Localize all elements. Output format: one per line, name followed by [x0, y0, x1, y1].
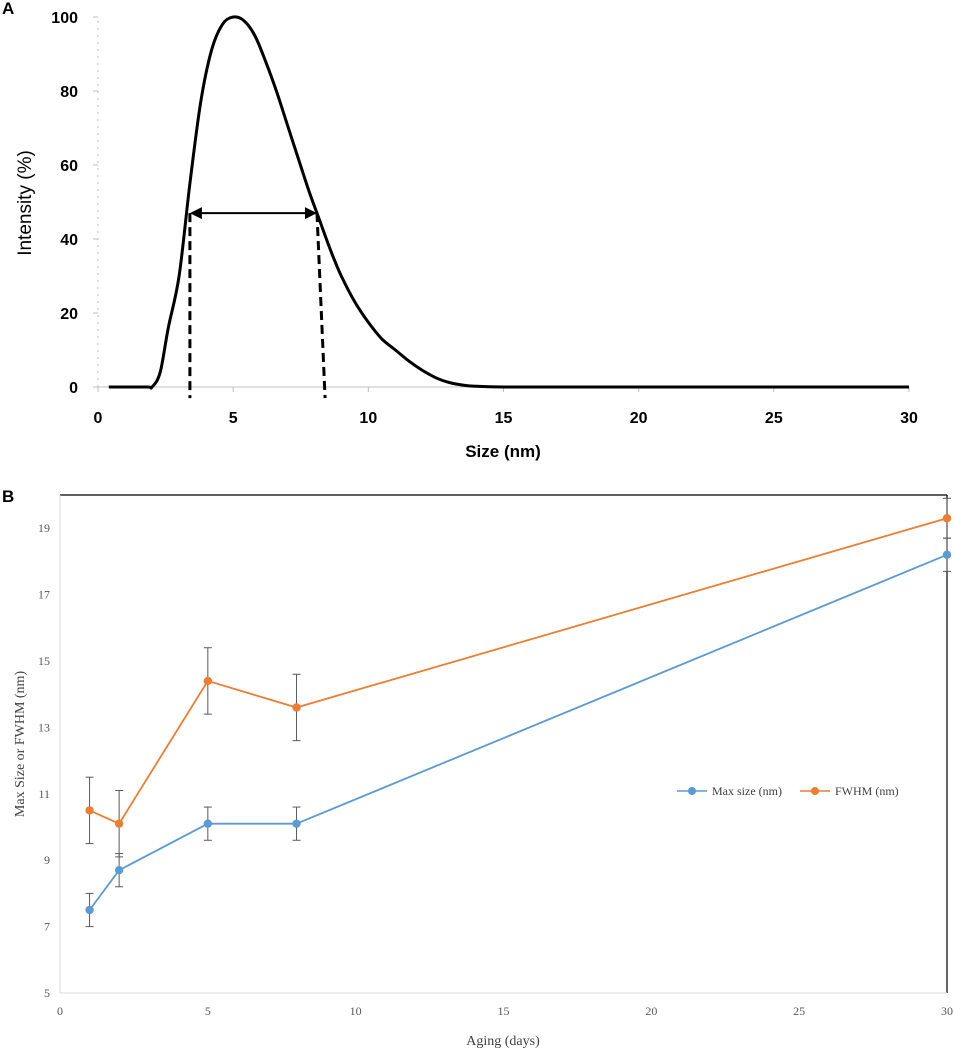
- panel-b-y-tick-label: 9: [44, 853, 50, 867]
- max-size-point: [203, 819, 213, 828]
- panel-a-label: A: [2, 0, 14, 18]
- panel-b-x-ticks: 0 5 10 15 20 25 30: [57, 1004, 953, 1018]
- fwhm-point: [942, 514, 952, 523]
- panel-a-x-tick-label: 30: [900, 410, 918, 427]
- panel-b-x-tick-label: 20: [645, 1004, 657, 1018]
- panel-a-y-tick-label: 20: [60, 306, 78, 323]
- panel-a-x-tick-label: 15: [495, 410, 513, 427]
- max-size-point: [942, 550, 952, 559]
- panel-b-y-tick-label: 7: [44, 920, 50, 934]
- panel-a-x-tick-label: 10: [359, 410, 377, 427]
- panel-b-x-tick-label: 0: [57, 1004, 63, 1018]
- panel-a-y-tick-label: 100: [51, 10, 78, 27]
- panel-b-y-ticks: 5 7 9 11 13 15 17 19: [38, 521, 50, 1000]
- panel-b-y-axis-title: Max Size or FWHM (nm): [13, 671, 28, 818]
- max-size-series-line: [88, 553, 948, 911]
- panel-b-y-tick-label: 19: [38, 521, 50, 535]
- panel-b-label: B: [2, 487, 14, 506]
- panel-a-y-tick-label: 40: [60, 232, 78, 249]
- panel-a-x-ticks: 0 5 10 15 20 25 30: [94, 387, 918, 427]
- intensity-curve: [108, 15, 909, 390]
- panel-a-y-ticks: 0 20 40 60 80 100: [51, 10, 98, 397]
- panel-b-y-tick-label: 13: [38, 720, 50, 734]
- legend-fwhm-label: FWHM (nm): [835, 784, 899, 798]
- panel-b-y-tick-label: 11: [38, 787, 50, 801]
- fwhm-point: [114, 819, 124, 828]
- panel-b-x-tick-label: 5: [205, 1004, 211, 1018]
- fwhm-annotation: [188, 207, 327, 399]
- panel-a-x-tick-label: 25: [765, 410, 783, 427]
- panel-b-x-tick-label: 10: [350, 1004, 362, 1018]
- max-size-point: [114, 865, 124, 875]
- panel-a-y-tick-label: 80: [60, 84, 78, 101]
- panel-b-y-tick-label: 17: [38, 588, 50, 602]
- fwhm-dashed-line: [315, 213, 327, 399]
- panel-a-y-axis-title: Intensity (%): [15, 150, 36, 256]
- panel-a-x-tick-label: 5: [229, 410, 238, 427]
- panel-b-y-tick-label: 15: [38, 654, 50, 668]
- panel-a-x-tick-label: 20: [630, 410, 648, 427]
- legend-max-size-marker: [688, 787, 696, 795]
- panel-b-x-axis-title: Aging (days): [466, 1034, 540, 1049]
- panel-a-x-tick-label: 0: [94, 410, 103, 427]
- panel-b-x-tick-label: 15: [498, 1004, 510, 1018]
- max-size-point: [85, 905, 94, 915]
- panel-a: A 0 5 10 15 20 25 30 0 20 40 60 80 100 Size (nm) In…: [2, 0, 918, 461]
- panel-a-x-axis-title: Size (nm): [465, 442, 541, 461]
- fwhm-arrow-head-left: [189, 207, 202, 220]
- panel-a-y-tick-label: 60: [60, 158, 78, 175]
- panel-b-axes: [59, 494, 948, 994]
- max-size-point: [292, 819, 301, 828]
- panel-b-y-tick-label: 5: [44, 986, 50, 1000]
- fwhm-series-line: [89, 517, 948, 825]
- panel-a-axes: [97, 17, 909, 388]
- panel-b-x-tick-label: 25: [793, 1004, 805, 1018]
- fwhm-point: [85, 806, 94, 815]
- panel-b-x-tick-label: 30: [941, 1004, 953, 1018]
- fwhm-point: [292, 703, 301, 712]
- panel-b-series: [85, 497, 952, 928]
- panel-b-legend: Max size (nm) FWHM (nm): [677, 784, 899, 798]
- panel-a-y-tick-label: 0: [69, 380, 78, 397]
- fwhm-point: [203, 676, 213, 686]
- legend-fwhm-marker: [811, 787, 819, 795]
- fwhm-arrow-head-right: [304, 207, 317, 220]
- legend-max-size-label: Max size (nm): [712, 784, 782, 798]
